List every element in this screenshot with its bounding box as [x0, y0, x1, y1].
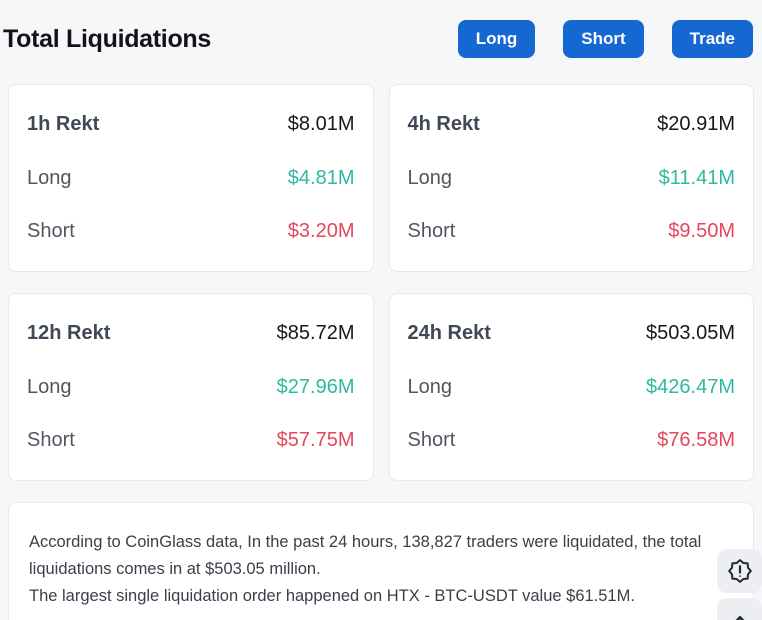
period-label: 4h Rekt	[407, 113, 480, 135]
long-row: Long $4.81M	[27, 167, 355, 190]
long-label: Long	[27, 166, 72, 189]
long-label: Long	[27, 375, 72, 398]
long-row: Long $27.96M	[27, 376, 355, 399]
short-label: Short	[27, 220, 75, 242]
short-value: $3.20M	[287, 220, 355, 242]
scroll-to-top-button[interactable]	[717, 598, 762, 620]
long-label: Long	[407, 375, 453, 398]
rekt-row: 4h Rekt $20.91M	[408, 113, 736, 136]
header: Total Liquidations Long Short Trade	[0, 0, 762, 84]
rekt-row: 1h Rekt $8.01M	[27, 113, 355, 136]
short-row: Short $57.75M	[27, 429, 355, 452]
chevron-up-icon	[727, 607, 753, 620]
liquidation-card-1h: 1h Rekt $8.01M Long $4.81M Short $3.20M	[8, 84, 374, 272]
long-row: Long $11.41M	[408, 167, 736, 190]
short-row: Short $9.50M	[408, 220, 736, 243]
liquidation-card-4h: 4h Rekt $20.91M Long $11.41M Short $9.50…	[388, 84, 754, 272]
short-label: Short	[407, 429, 456, 451]
period-label: 1h Rekt	[27, 113, 100, 135]
short-button[interactable]: Short	[563, 20, 644, 58]
rekt-row: 12h Rekt $85.72M	[27, 322, 355, 345]
short-value: $76.58M	[657, 429, 735, 451]
seal-exclamation-icon	[727, 558, 753, 584]
long-value: $4.81M	[287, 166, 355, 189]
header-button-group: Long Short Trade	[457, 20, 753, 58]
period-label: 12h Rekt	[27, 322, 111, 344]
trade-button[interactable]: Trade	[671, 20, 753, 58]
page-title: Total Liquidations	[3, 24, 212, 53]
total-value: $503.05M	[646, 322, 735, 344]
summary-card: According to CoinGlass data, In the past…	[8, 502, 754, 620]
summary-line-2: The largest single liquidation order hap…	[29, 586, 635, 605]
short-label: Short	[407, 220, 456, 242]
rekt-row: 24h Rekt $503.05M	[408, 322, 736, 345]
liquidation-card-24h: 24h Rekt $503.05M Long $426.47M Short $7…	[388, 293, 754, 481]
long-row: Long $426.47M	[408, 376, 736, 399]
liquidation-card-12h: 12h Rekt $85.72M Long $27.96M Short $57.…	[8, 293, 374, 481]
summary-line-1: According to CoinGlass data, In the past…	[29, 533, 702, 578]
total-value: $85.72M	[276, 322, 355, 344]
long-value: $27.96M	[276, 375, 355, 398]
short-label: Short	[27, 429, 75, 451]
long-label: Long	[407, 166, 453, 189]
short-row: Short $76.58M	[408, 429, 736, 452]
short-value: $9.50M	[668, 220, 735, 242]
liquidation-cards-grid: 1h Rekt $8.01M Long $4.81M Short $3.20M …	[8, 84, 754, 481]
long-value: $426.47M	[646, 375, 735, 398]
total-value: $8.01M	[287, 113, 355, 135]
long-value: $11.41M	[658, 166, 735, 189]
short-row: Short $3.20M	[27, 220, 355, 243]
long-button[interactable]: Long	[457, 20, 536, 58]
short-value: $57.75M	[276, 429, 355, 451]
total-value: $20.91M	[657, 113, 735, 135]
period-label: 24h Rekt	[407, 322, 491, 344]
feedback-alert-button[interactable]	[717, 549, 762, 593]
